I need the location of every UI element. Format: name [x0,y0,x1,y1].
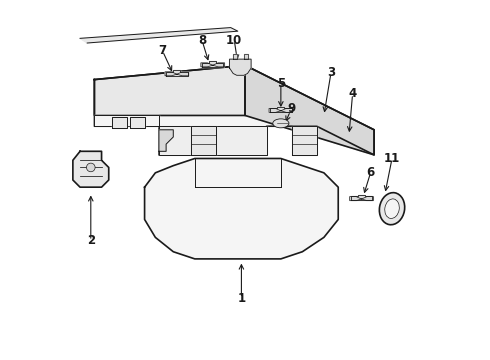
Polygon shape [245,65,374,155]
Text: 1: 1 [237,292,245,305]
Circle shape [87,163,95,172]
Text: 5: 5 [277,77,285,90]
Polygon shape [270,107,292,112]
Ellipse shape [273,119,289,128]
Text: 8: 8 [198,33,206,47]
Text: 3: 3 [327,66,335,79]
Polygon shape [202,61,223,67]
Polygon shape [95,116,159,126]
Polygon shape [130,117,145,128]
Text: 2: 2 [87,234,95,247]
Text: 7: 7 [158,44,167,57]
Polygon shape [244,54,247,59]
Polygon shape [213,63,224,67]
Polygon shape [191,126,216,155]
Polygon shape [201,63,213,67]
Text: 6: 6 [367,166,375,179]
Ellipse shape [379,193,405,225]
Polygon shape [166,70,188,76]
Polygon shape [233,54,237,59]
Polygon shape [165,72,177,76]
Polygon shape [362,197,373,201]
Polygon shape [73,151,109,187]
Polygon shape [281,108,293,112]
Polygon shape [230,59,251,75]
Polygon shape [269,108,281,112]
Polygon shape [112,117,126,128]
Text: 10: 10 [226,33,243,47]
Polygon shape [159,130,173,151]
Polygon shape [95,65,374,155]
Polygon shape [159,126,267,155]
Polygon shape [145,158,338,259]
Text: 11: 11 [384,152,400,165]
Polygon shape [351,195,372,200]
Polygon shape [177,72,189,76]
Polygon shape [95,65,245,116]
Ellipse shape [385,199,399,219]
Text: 9: 9 [288,102,296,115]
Polygon shape [80,28,238,43]
Polygon shape [350,197,362,201]
Text: 4: 4 [348,87,357,100]
Polygon shape [292,126,317,155]
